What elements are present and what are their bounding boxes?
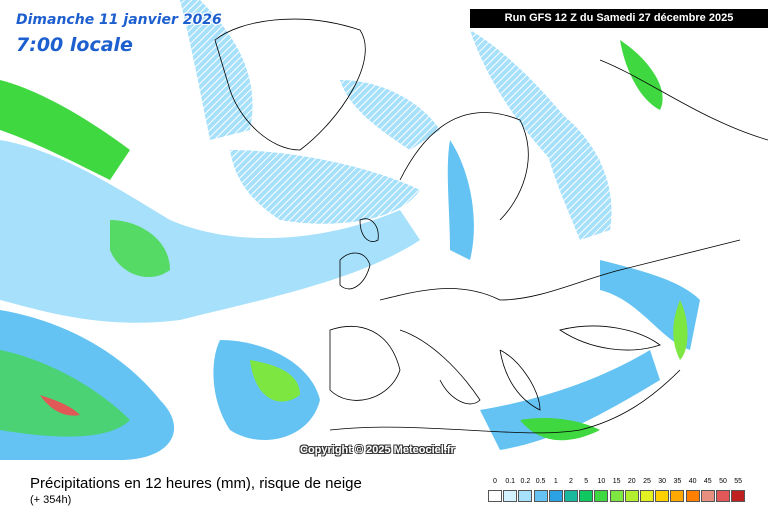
legend-label: 55 (734, 478, 743, 485)
date-label: Dimanche 11 janvier 2026 (16, 12, 222, 28)
legend-label: 0.2 (520, 478, 531, 485)
precip-areas (0, 0, 700, 460)
legend-label: 0.1 (505, 478, 516, 485)
copyright: Copyright © 2025 Meteociel.fr (300, 444, 455, 456)
legend-label: 10 (597, 478, 606, 485)
legend-swatch (488, 490, 502, 502)
legend-swatch (548, 490, 563, 502)
legend-swatch (640, 490, 654, 502)
legend-swatch (685, 490, 700, 502)
legend-label: 50 (719, 478, 727, 485)
legend-label: 15 (612, 478, 621, 485)
legend-swatch (518, 490, 533, 502)
legend-label: 35 (673, 478, 682, 485)
legend-swatch (579, 490, 594, 502)
footer-title: Précipitations en 12 heures (mm), risque… (30, 475, 362, 492)
legend-swatch (594, 490, 609, 502)
legend-label: 5 (584, 478, 589, 485)
legend-swatch (700, 490, 715, 502)
legend-swatch (609, 490, 624, 502)
legend-swatch (670, 490, 685, 502)
legend-swatch (655, 490, 670, 502)
legend-swatch (731, 490, 746, 502)
legend-swatch (624, 490, 639, 502)
legend-label: 30 (658, 478, 667, 485)
legend-label: 25 (643, 478, 651, 485)
legend-swatch (564, 490, 578, 502)
time-label: 7:00 locale (16, 34, 133, 56)
legend-label: 20 (627, 478, 636, 485)
legend: 0 0.1 0.2 0.5 1 2 5 10 15 20 25 30 35 40 45 50 55 (488, 478, 758, 508)
legend-label: 1 (553, 478, 558, 485)
legend-swatch (503, 490, 518, 502)
legend-label: 2 (569, 478, 573, 485)
run-label: Run GFS 12 Z du Samedi 27 décembre 2025 (470, 9, 768, 28)
map (0, 0, 768, 460)
legend-swatch (533, 490, 548, 502)
legend-label: 45 (703, 478, 712, 485)
legend-label: 40 (688, 478, 697, 485)
legend-swatch (716, 490, 730, 502)
legend-label: 0 (493, 478, 497, 485)
footer-subtitle: (+ 354h) (30, 494, 72, 506)
legend-label: 0.5 (535, 478, 546, 485)
coastlines (214, 18, 768, 434)
